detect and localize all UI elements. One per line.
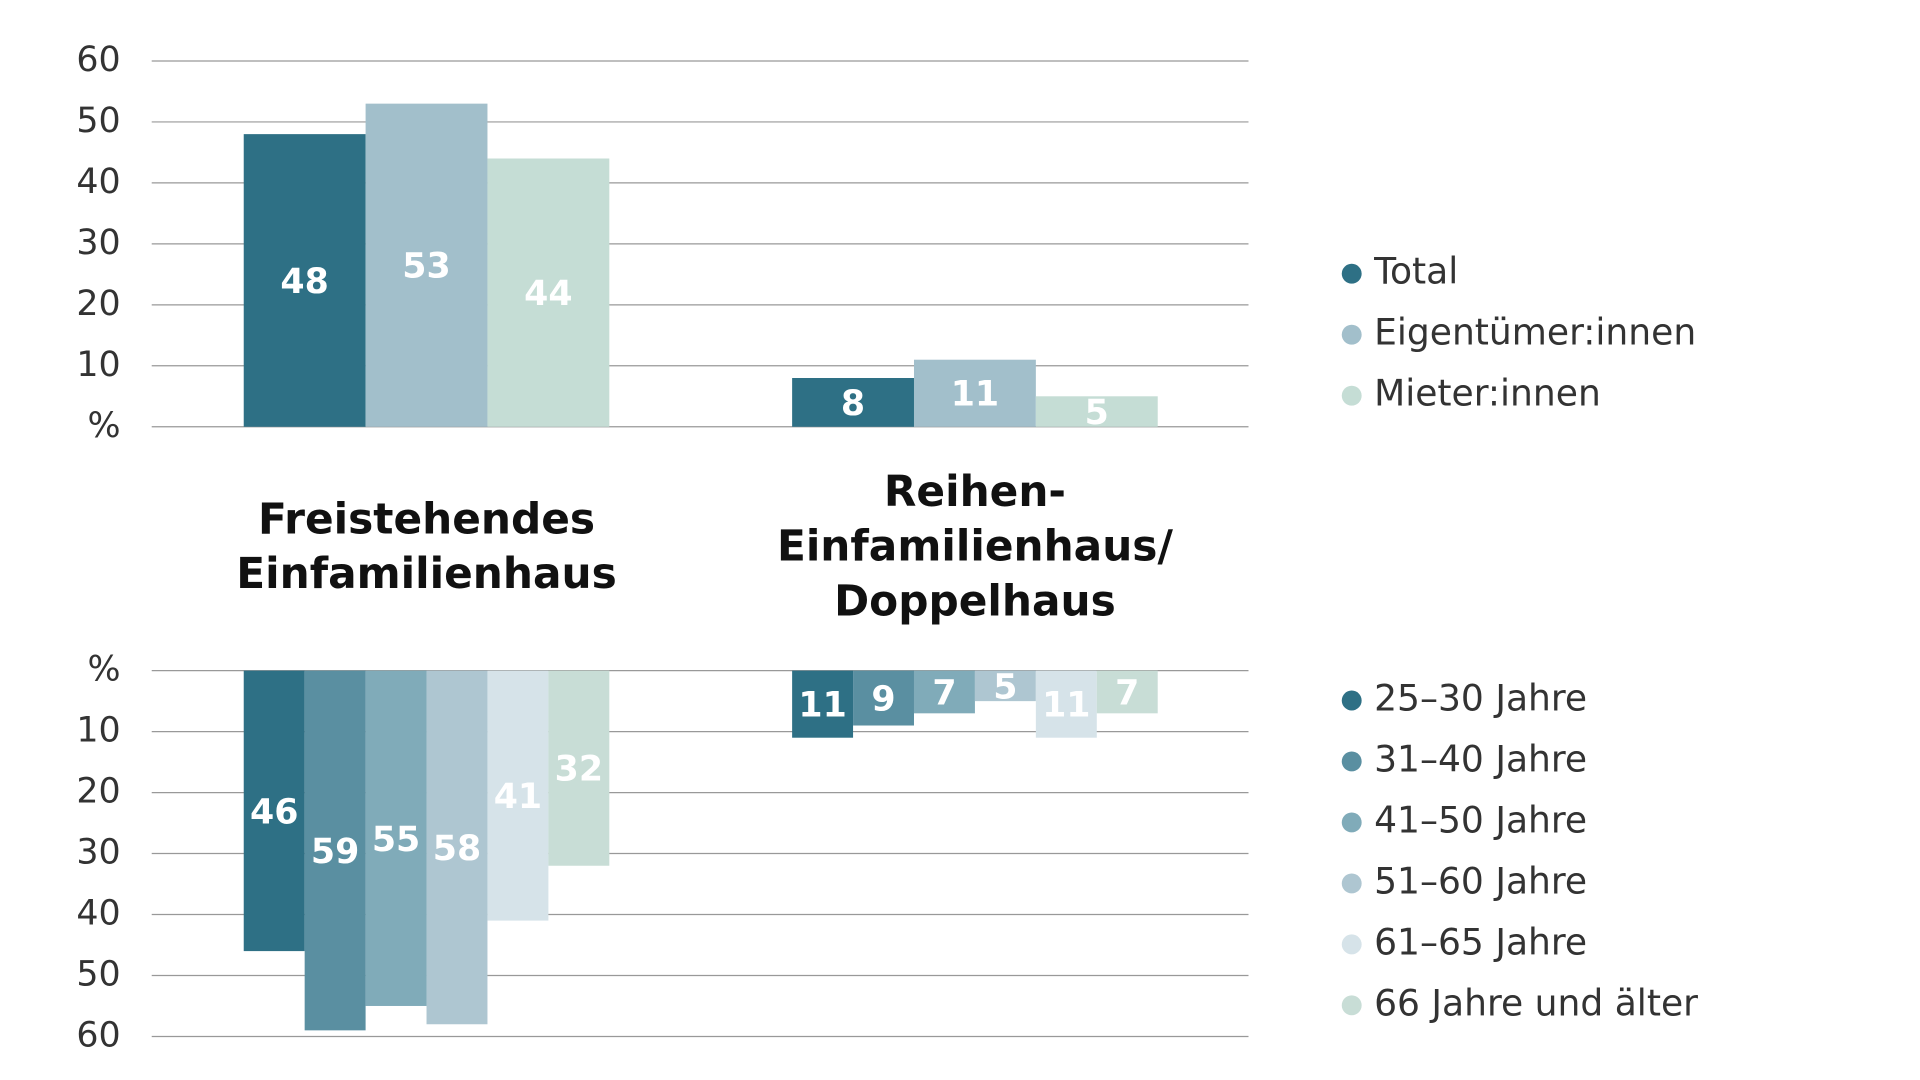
value-label: 11 [798, 686, 846, 726]
value-label: 5 [1085, 393, 1109, 433]
legend-label: 41–50 Jahre [1374, 799, 1587, 841]
legend-marker [1341, 751, 1362, 772]
bar [792, 378, 914, 427]
value-label: 46 [250, 792, 298, 832]
y-tick-label: 50 [76, 101, 120, 141]
value-label: 32 [555, 750, 603, 790]
legend-marker [1341, 995, 1362, 1016]
category-label: Reihen-Einfamilienhaus/Doppelhaus [777, 466, 1173, 625]
y-tick-label: % [88, 406, 121, 446]
legend-label: 66 Jahre und älter [1374, 982, 1698, 1024]
y-tick-label: 20 [76, 284, 120, 324]
bar [487, 158, 610, 427]
bar [792, 670, 854, 738]
category-label: Freistehendes Einfamilienhaus [236, 494, 617, 598]
value-label: 48 [280, 262, 328, 302]
bar [304, 670, 366, 1031]
legend-marker [1341, 812, 1362, 833]
bar [913, 359, 1036, 427]
legend-label: Eigentümer:innen [1374, 312, 1696, 354]
bar [913, 670, 975, 714]
legend-marker [1341, 873, 1362, 894]
bar [1035, 396, 1158, 427]
bar [365, 670, 427, 1006]
value-label: 11 [1042, 686, 1090, 726]
value-label: 58 [433, 829, 481, 869]
legend-marker [1341, 263, 1362, 284]
legend-label: Total [1373, 251, 1458, 293]
y-tick-label: 10 [76, 345, 120, 385]
value-label: 55 [372, 820, 420, 860]
value-label: 8 [841, 384, 865, 424]
legend-label: 61–65 Jahre [1374, 921, 1587, 963]
value-label: 53 [402, 247, 450, 287]
legend-label: 51–60 Jahre [1374, 860, 1587, 902]
bar [426, 670, 488, 1025]
value-label: 11 [951, 375, 999, 415]
value-label: 7 [1115, 673, 1139, 713]
y-tick-label: 40 [76, 894, 120, 934]
legend-label: 31–40 Jahre [1374, 738, 1587, 780]
value-label: 41 [494, 777, 542, 817]
y-tick-label: 60 [76, 1015, 120, 1055]
y-tick-label: 30 [76, 223, 120, 263]
bar [1096, 670, 1158, 714]
y-tick-label: 20 [76, 772, 120, 812]
value-label: 9 [871, 680, 895, 720]
y-tick-label: % [88, 650, 121, 690]
value-label: 44 [524, 274, 572, 314]
legend-label: 25–30 Jahre [1374, 678, 1587, 720]
y-tick-label: 40 [76, 162, 120, 202]
y-tick-label: 60 [76, 40, 120, 80]
value-label: 5 [993, 667, 1017, 707]
bar [243, 670, 305, 952]
bar [365, 103, 488, 427]
bar [1035, 670, 1097, 738]
value-label: 59 [311, 832, 359, 872]
y-tick-label: 30 [76, 833, 120, 873]
bar [548, 670, 610, 866]
bar [853, 670, 914, 726]
y-tick-label: 50 [76, 954, 120, 994]
legend-marker [1341, 690, 1362, 711]
bar [974, 670, 1036, 702]
legend-marker [1341, 934, 1362, 955]
legend-marker [1341, 324, 1362, 345]
bar [243, 134, 366, 427]
y-tick-label: 10 [76, 711, 120, 751]
legend-label: Mieter:innen [1374, 373, 1601, 415]
value-label: 7 [932, 673, 956, 713]
legend-marker [1341, 385, 1362, 406]
bar [487, 670, 549, 921]
